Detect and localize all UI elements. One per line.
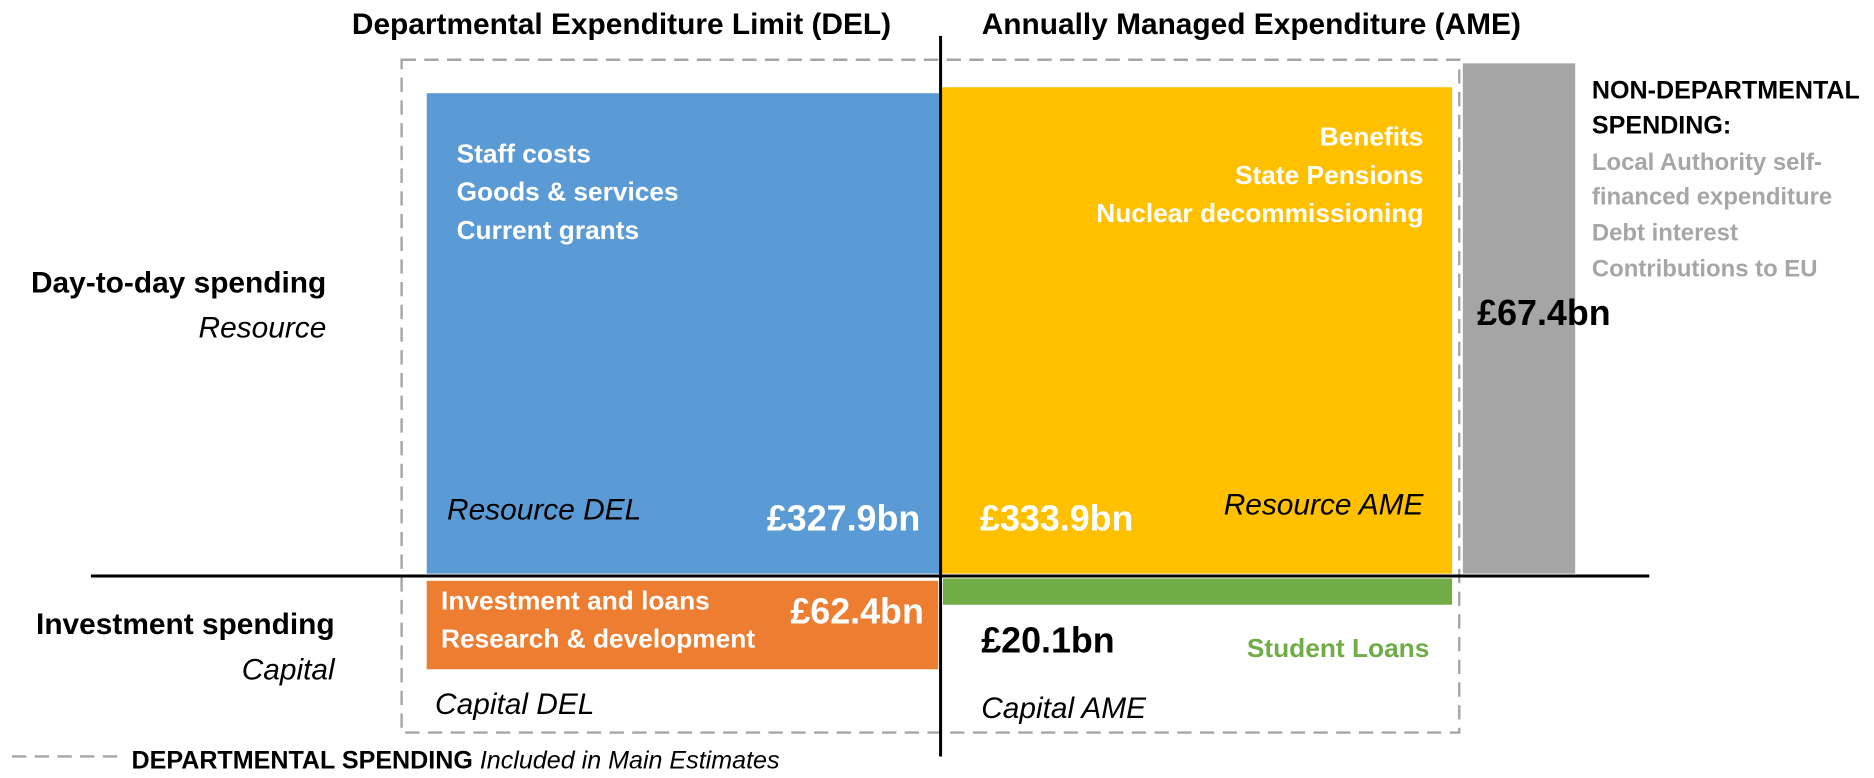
item: Goods & services bbox=[457, 177, 679, 207]
box-label: Resource AME bbox=[1224, 489, 1425, 522]
resource-del-box bbox=[426, 93, 940, 574]
non-departmental-box bbox=[1462, 63, 1576, 574]
row-sublabel: Resource bbox=[199, 312, 327, 345]
non-dep-item: financed expenditure bbox=[1592, 184, 1832, 211]
item: Nuclear decommissioning bbox=[1096, 198, 1423, 228]
row-label: Investment spending bbox=[36, 608, 335, 641]
del-title: Departmental Expenditure Limit (DEL) bbox=[352, 8, 891, 41]
departmental-boundary bbox=[400, 58, 1461, 734]
amount: £67.4bn bbox=[1477, 293, 1611, 333]
legend-title: DEPARTMENTAL SPENDING bbox=[132, 746, 473, 774]
legend-note: Included in Main Estimates bbox=[480, 746, 780, 774]
ame-title: Annually Managed Expenditure (AME) bbox=[982, 8, 1521, 41]
non-dep-item: Debt interest bbox=[1592, 220, 1738, 247]
item: Benefits bbox=[1320, 122, 1424, 152]
amount: £62.4bn bbox=[790, 592, 924, 632]
item: Research & development bbox=[441, 624, 755, 654]
row-sublabel: Capital bbox=[242, 654, 336, 687]
capital-del-box bbox=[426, 580, 939, 670]
amount: £20.1bn bbox=[981, 620, 1114, 660]
item: Student Loans bbox=[1247, 633, 1430, 663]
non-dep-item: Contributions to EU bbox=[1592, 255, 1818, 282]
box-label: Resource DEL bbox=[447, 493, 641, 526]
box-label: Capital AME bbox=[981, 692, 1147, 725]
item: Current grants bbox=[457, 215, 640, 245]
non-dep-title: SPENDING: bbox=[1592, 111, 1731, 139]
non-dep-title: NON-DEPARTMENTAL bbox=[1592, 77, 1860, 105]
non-dep-item: Local Authority self- bbox=[1592, 149, 1822, 176]
amount: £327.9bn bbox=[767, 499, 920, 539]
row-label: Day-to-day spending bbox=[31, 266, 326, 299]
item: Investment and loans bbox=[441, 585, 710, 615]
item: Staff costs bbox=[457, 138, 591, 168]
box-label: Capital DEL bbox=[435, 688, 594, 721]
resource-ame-box bbox=[941, 87, 1453, 574]
amount: £333.9bn bbox=[980, 499, 1133, 539]
legend-text: DEPARTMENTAL SPENDING Included in Main E… bbox=[132, 746, 780, 774]
capital-ame-box bbox=[942, 578, 1453, 605]
item: State Pensions bbox=[1235, 160, 1423, 190]
